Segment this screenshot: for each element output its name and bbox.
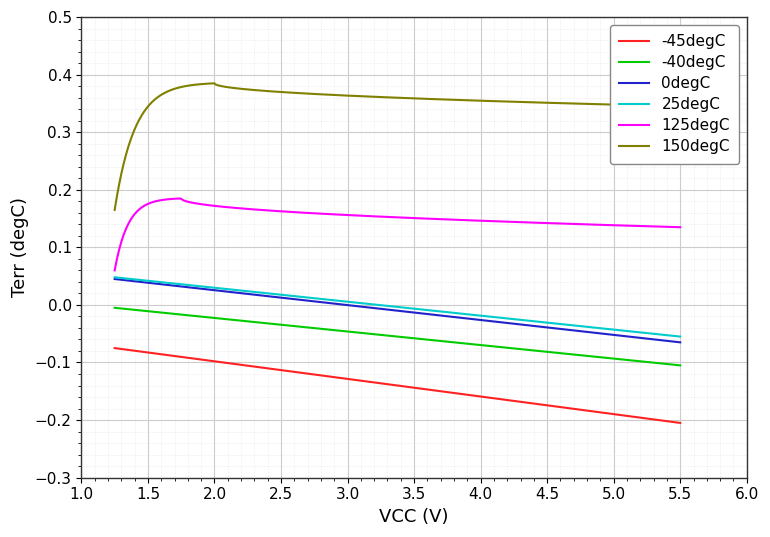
-40degC bbox=[379, 332, 388, 338]
-40degC bbox=[662, 361, 671, 367]
25degC bbox=[662, 332, 671, 338]
0degC bbox=[662, 338, 671, 344]
25degC bbox=[447, 309, 456, 316]
150degC bbox=[663, 103, 672, 109]
0degC bbox=[675, 339, 685, 346]
125degC bbox=[110, 267, 119, 274]
-45degC bbox=[416, 386, 425, 392]
Line: 25degC: 25degC bbox=[115, 277, 680, 337]
0degC bbox=[574, 328, 583, 334]
Y-axis label: Terr (degC): Terr (degC) bbox=[11, 198, 29, 297]
125degC bbox=[383, 214, 393, 220]
Line: 0degC: 0degC bbox=[115, 279, 680, 343]
150degC bbox=[417, 96, 427, 102]
125degC bbox=[417, 215, 427, 222]
25degC bbox=[110, 274, 119, 280]
-40degC bbox=[382, 332, 391, 339]
-40degC bbox=[675, 362, 685, 368]
0degC bbox=[379, 306, 388, 313]
Legend: -45degC, -40degC, 0degC, 25degC, 125degC, 150degC: -45degC, -40degC, 0degC, 25degC, 125degC… bbox=[610, 25, 739, 164]
-45degC bbox=[110, 345, 119, 351]
-40degC bbox=[110, 304, 119, 311]
150degC bbox=[380, 94, 389, 100]
125degC bbox=[574, 221, 584, 227]
25degC bbox=[675, 333, 685, 340]
-40degC bbox=[416, 336, 425, 342]
150degC bbox=[675, 103, 685, 110]
25degC bbox=[379, 302, 388, 309]
125degC bbox=[675, 224, 685, 230]
150degC bbox=[383, 94, 393, 100]
125degC bbox=[448, 216, 457, 223]
Line: -40degC: -40degC bbox=[115, 308, 680, 365]
150degC bbox=[448, 97, 457, 103]
150degC bbox=[574, 100, 584, 107]
-40degC bbox=[574, 352, 583, 358]
125degC bbox=[663, 223, 672, 230]
125degC bbox=[380, 214, 389, 220]
-45degC bbox=[447, 389, 456, 396]
Line: -45degC: -45degC bbox=[115, 348, 680, 423]
Line: 125degC: 125degC bbox=[115, 199, 680, 271]
-45degC bbox=[382, 381, 391, 387]
-45degC bbox=[379, 380, 388, 387]
150degC bbox=[110, 207, 119, 213]
25degC bbox=[416, 306, 425, 313]
X-axis label: VCC (V): VCC (V) bbox=[380, 508, 449, 526]
-45degC bbox=[574, 406, 583, 412]
-45degC bbox=[662, 418, 671, 424]
-40degC bbox=[447, 339, 456, 345]
150degC bbox=[209, 80, 219, 86]
0degC bbox=[110, 276, 119, 282]
-45degC bbox=[675, 420, 685, 426]
125degC bbox=[176, 195, 185, 202]
0degC bbox=[447, 314, 456, 320]
0degC bbox=[416, 310, 425, 316]
0degC bbox=[382, 306, 391, 313]
25degC bbox=[382, 302, 391, 309]
Line: 150degC: 150degC bbox=[115, 83, 680, 210]
25degC bbox=[574, 323, 583, 329]
